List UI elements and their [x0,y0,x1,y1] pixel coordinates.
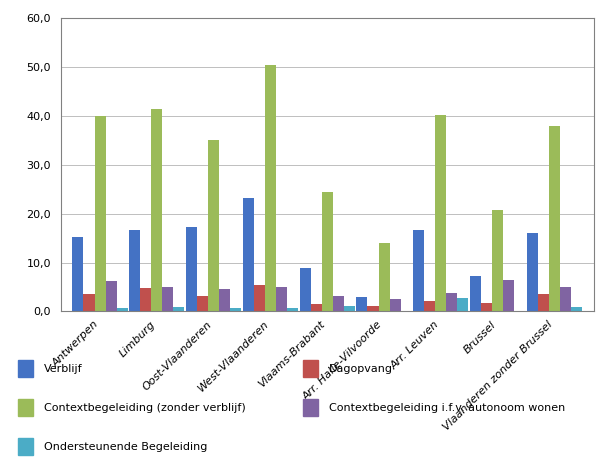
Bar [219,289,230,311]
Bar [503,280,514,311]
Bar [470,276,481,311]
Bar [367,305,379,311]
Bar [322,192,333,311]
Bar [549,126,560,311]
Bar [344,305,355,311]
Bar [254,285,265,311]
Bar [492,210,503,311]
Bar [311,304,322,311]
Bar [276,287,287,311]
Text: Contextbegeleiding (zonder verblijf): Contextbegeleiding (zonder verblijf) [44,403,246,413]
Bar [424,301,435,311]
Bar [116,308,128,311]
Bar [356,297,367,311]
Bar [299,268,311,311]
Bar [84,294,95,311]
Bar [447,294,458,311]
Bar [208,141,219,311]
Bar [265,65,276,311]
Bar [458,298,468,311]
Bar [73,237,84,311]
Bar [560,287,571,311]
Bar [379,243,390,311]
Bar [173,306,184,311]
Bar [230,307,241,311]
Bar [95,116,105,311]
Text: Dagopvang: Dagopvang [329,364,393,374]
Text: Verblijf: Verblijf [44,364,83,374]
Bar [390,299,401,311]
Bar [186,227,197,311]
Text: Ondersteunende Begeleiding: Ondersteunende Begeleiding [44,442,208,452]
Bar [481,303,492,311]
Bar [140,288,152,311]
Bar [571,307,582,311]
Bar [152,109,162,311]
Bar [413,230,424,311]
Bar [287,307,298,311]
Bar [538,294,549,311]
Bar [197,296,208,311]
Text: Contextbegeleiding i.f.v. autonoom wonen: Contextbegeleiding i.f.v. autonoom wonen [329,403,565,413]
Bar [527,233,538,311]
Bar [162,287,173,311]
Bar [105,281,116,311]
Bar [129,230,140,311]
Bar [333,296,344,311]
Bar [243,197,254,311]
Bar [435,114,447,311]
